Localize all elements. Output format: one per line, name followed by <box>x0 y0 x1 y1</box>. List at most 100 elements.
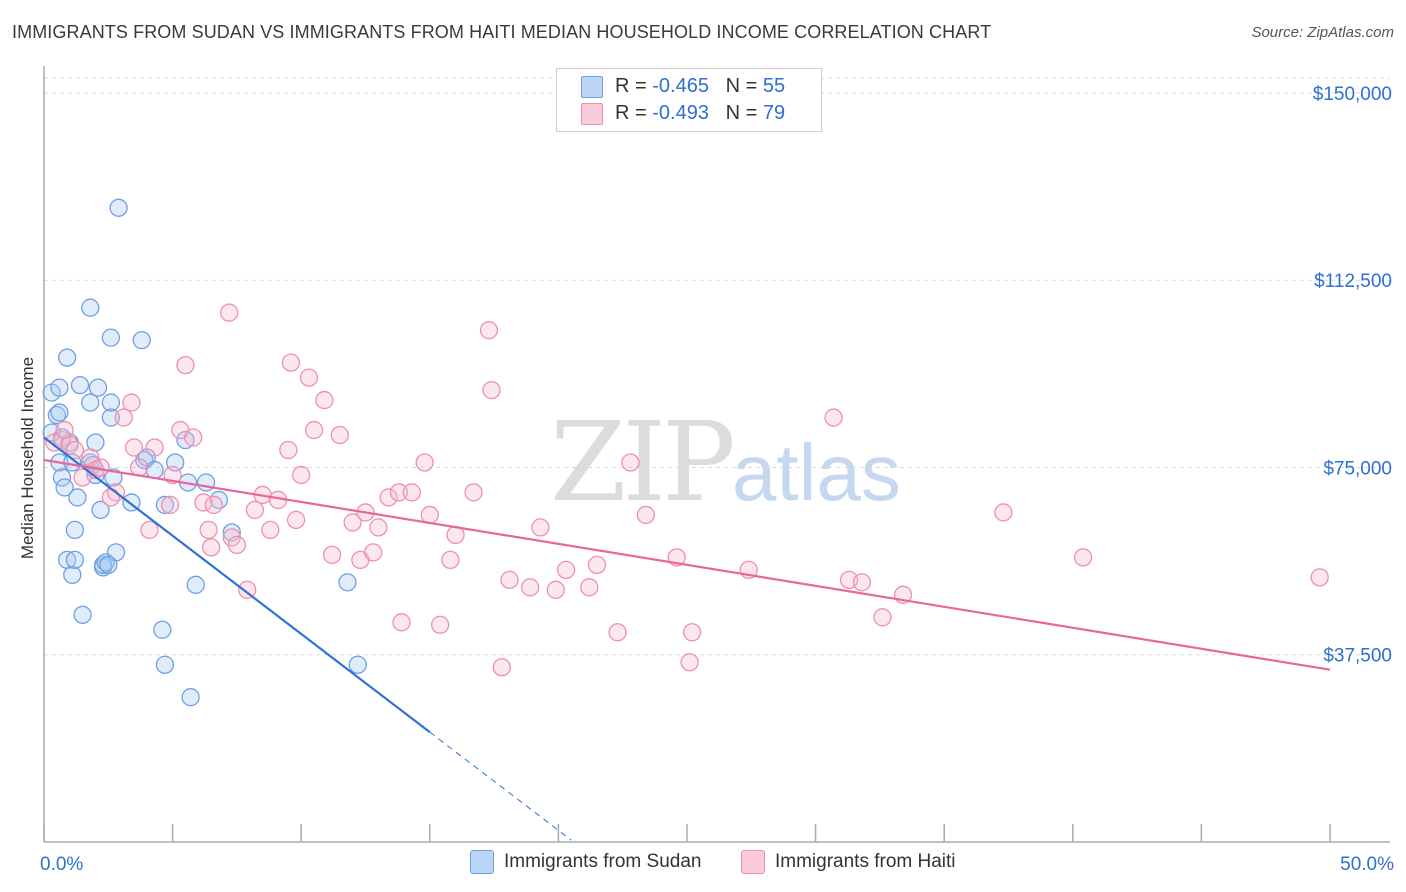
haiti-point <box>682 623 702 642</box>
sudan-point <box>145 460 164 480</box>
haiti-point <box>824 408 843 427</box>
legend-r-value: -0.465 <box>652 75 709 97</box>
legend-n-label: N = <box>725 75 763 97</box>
haiti-point <box>608 623 627 642</box>
haiti-point <box>199 520 218 540</box>
haiti-point <box>546 580 565 599</box>
haiti-point <box>621 453 640 472</box>
haiti-point <box>580 578 599 597</box>
sudan-point <box>155 655 175 674</box>
haiti-point <box>204 495 223 515</box>
sudan-point <box>50 403 69 422</box>
haiti-point <box>464 483 483 502</box>
haiti-point <box>245 500 265 520</box>
sudan-point <box>101 328 121 347</box>
sudan-point <box>68 488 87 507</box>
sudan-point <box>348 655 367 674</box>
haiti-point <box>415 453 434 472</box>
watermark: ZIPatlas <box>550 398 901 526</box>
y-tick-label: $75,000 <box>1323 458 1392 479</box>
sudan-point <box>94 555 113 575</box>
haiti-point <box>402 483 421 502</box>
sudan-point <box>57 348 77 367</box>
haiti-point <box>281 353 301 372</box>
y-axis-label: Median Household Income <box>18 356 37 560</box>
haiti-point <box>492 658 511 677</box>
haiti-point <box>587 555 607 575</box>
haiti-point <box>520 578 540 597</box>
sudan-point <box>65 520 85 540</box>
haiti-point <box>140 520 159 540</box>
sudan-trend-extension <box>429 731 572 841</box>
haiti-point <box>994 503 1013 522</box>
sudan-point <box>63 565 82 584</box>
legend-n-label: N = <box>725 102 763 124</box>
x-tick-label: 50.0% <box>1340 854 1394 875</box>
gridlines <box>44 77 1390 656</box>
haiti-point <box>482 380 501 400</box>
haiti-point <box>286 510 306 530</box>
haiti-point <box>176 355 195 375</box>
legend-row-haiti: R = -0.493 N = 79 <box>581 102 785 128</box>
sudan-point <box>91 500 110 520</box>
haiti-point <box>184 428 203 447</box>
sudan-point <box>65 550 85 570</box>
haiti-point <box>1073 548 1093 567</box>
haiti-point <box>379 488 398 507</box>
bottom-legend-label-haiti: Immigrants from Haiti <box>775 851 956 873</box>
bottom-legend-swatch-haiti <box>741 850 765 874</box>
y-tick-label: $150,000 <box>1313 84 1392 105</box>
source-label: Source: ZipAtlas.com <box>1251 24 1394 41</box>
sudan-point <box>181 688 200 707</box>
sudan-point <box>50 378 69 397</box>
bottom-legend-label-sudan: Immigrants from Sudan <box>504 851 702 873</box>
haiti-point <box>101 488 121 507</box>
legend-n-value: 79 <box>762 102 786 124</box>
haiti-point <box>330 425 349 445</box>
sudan-point <box>186 575 205 594</box>
haiti-point <box>202 538 221 557</box>
haiti-point <box>238 580 257 599</box>
sudan-point <box>81 298 100 317</box>
haiti-point <box>227 535 247 555</box>
haiti-point <box>65 440 85 460</box>
legend-swatch-haiti <box>581 102 603 125</box>
haiti-point <box>114 408 133 427</box>
haiti-point <box>315 390 334 410</box>
haiti-point <box>636 505 655 525</box>
haiti-point <box>220 303 239 322</box>
haiti-point <box>60 435 79 455</box>
sudan-point <box>155 495 175 515</box>
y-tick-label: $37,500 <box>1323 646 1392 667</box>
haiti-point <box>531 518 550 537</box>
sudan-trend-line <box>43 436 431 734</box>
watermark-zip: ZIP <box>550 398 736 526</box>
chart-title: IMMIGRANTS FROM SUDAN VS IMMIGRANTS FROM… <box>12 22 992 42</box>
bottom-legend-sudan: Immigrants from Sudan <box>470 850 701 874</box>
haiti-point <box>873 608 892 627</box>
haiti-points <box>45 303 1329 677</box>
haiti-point <box>441 550 460 570</box>
sudan-point <box>153 620 172 639</box>
haiti-point <box>145 438 164 457</box>
haiti-point <box>304 420 324 440</box>
sudan-point <box>109 198 128 217</box>
bottom-legend-haiti: Immigrants from Haiti <box>741 850 956 874</box>
axes <box>43 66 1390 843</box>
legend-n-value: 55 <box>762 75 786 97</box>
sudan-points <box>42 198 367 707</box>
sudan-point <box>81 393 100 412</box>
haiti-point <box>392 613 411 632</box>
sudan-point <box>338 573 357 592</box>
legend-swatch-sudan <box>581 75 603 98</box>
haiti-point <box>292 465 311 485</box>
sudan-point <box>70 375 90 395</box>
bottom-legend-swatch-sudan <box>470 850 494 874</box>
y-tick-label: $112,500 <box>1314 271 1392 292</box>
tick-labels: $37,500 $75,000 $112,500 $150,000 0.0% 50.0% <box>40 84 1394 875</box>
sudan-point <box>73 605 92 624</box>
legend-row-sudan: R = -0.465 N = 55 <box>581 75 785 101</box>
sudan-point <box>132 331 151 350</box>
sudan-point <box>99 555 118 575</box>
